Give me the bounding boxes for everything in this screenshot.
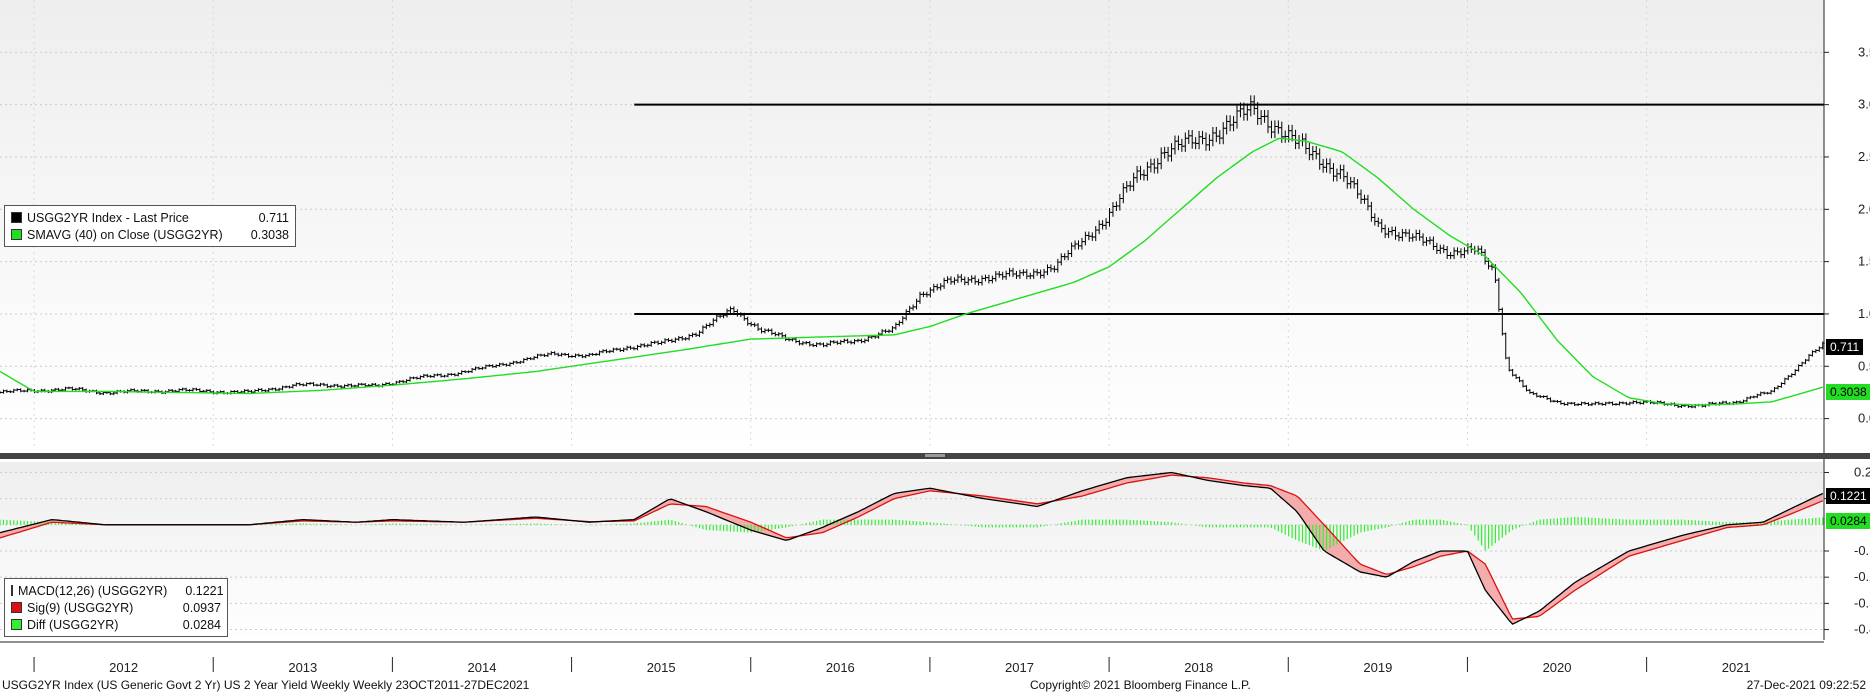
x-tick-label: 2021 (1722, 660, 1751, 675)
legend-value: 0.3038 (250, 227, 289, 242)
y-tick-label: 0.50 (1858, 358, 1870, 373)
legend-value: 0.0284 (182, 617, 221, 632)
y-tick-label: 2.00 (1858, 201, 1870, 216)
y-tick-label: 1.00 (1858, 306, 1870, 321)
upper-legend: USGG2YR Index - Last Price 0.711 SMAVG (… (4, 205, 296, 247)
sma-line (0, 137, 1823, 406)
panel-divider-handle[interactable] (925, 454, 945, 457)
macd-lines-group (0, 471, 1824, 625)
y-tick-label: 3.50 (1858, 44, 1870, 59)
upper-panel-bg (0, 0, 1824, 450)
y-tick-label: 3.00 (1858, 97, 1870, 112)
x-tick-label: 2013 (288, 660, 317, 675)
macd-line (0, 471, 1824, 625)
legend-label: USGG2YR Index - Last Price (27, 210, 189, 225)
legend-row-diff: Diff (USGG2YR) 0.0284 (11, 616, 221, 633)
x-tick-label: 2015 (647, 660, 676, 675)
legend-label: MACD(12,26) (USGG2YR) (18, 583, 168, 598)
footer-description: USGG2YR Index (US Generic Govt 2 Yr) US … (2, 678, 530, 692)
upper-y-axis: 0.00 0.50 1.00 1.50 2.00 2.50 3.00 3.50 (1824, 44, 1870, 426)
x-tick-label: 2016 (826, 660, 855, 675)
footer-copyright: Copyright© 2021 Bloomberg Finance L.P. (1030, 678, 1251, 692)
legend-label: SMAVG (40) on Close (USGG2YR) (27, 227, 223, 242)
x-tick-label: 2014 (468, 660, 497, 675)
signal-line (0, 474, 1824, 620)
y-tick-label: 2.50 (1858, 149, 1870, 164)
sma-series-group (0, 137, 1823, 406)
horizontal-levels (634, 103, 1824, 315)
y-tick-label: 0.20 (1854, 464, 1870, 479)
x-tick-label: 2012 (109, 660, 138, 675)
legend-value: 0.711 (258, 210, 289, 225)
price-swatch (11, 212, 22, 223)
macd-swatch (11, 585, 13, 596)
y-tick-label: -0.30 (1854, 595, 1870, 610)
y-tick-label: -0.10 (1854, 543, 1870, 558)
sma-swatch (11, 229, 22, 240)
x-tick-label: 2017 (1005, 660, 1034, 675)
legend-row-sma: SMAVG (40) on Close (USGG2YR) 0.3038 (11, 226, 289, 243)
legend-row-signal: Sig(9) (USGG2YR) 0.0937 (11, 599, 221, 616)
y-tick-label: 0.00 (1858, 411, 1870, 426)
legend-label: Sig(9) (USGG2YR) (27, 600, 134, 615)
signal-swatch (11, 602, 22, 613)
footer-timestamp: 27-Dec-2021 09:22:52 (1746, 678, 1866, 692)
lower-legend: MACD(12,26) (USGG2YR) 0.1221 Sig(9) (USG… (4, 578, 228, 637)
x-tick-label: 2020 (1543, 660, 1572, 675)
price-value-tag: 0.711 (1826, 339, 1864, 355)
y-tick-label: -0.40 (1854, 622, 1870, 637)
lower-gridlines (0, 471, 1824, 631)
x-tick-label: 2018 (1184, 660, 1213, 675)
price-series-group (0, 95, 1825, 409)
x-tick-label: 2019 (1363, 660, 1392, 675)
legend-value: 0.1221 (185, 583, 224, 598)
x-axis: 2012 2013 2014 2015 2016 2017 2018 2019 2020 2021 (33, 657, 1751, 675)
diff-swatch (11, 619, 22, 630)
legend-row-price: USGG2YR Index - Last Price 0.711 (11, 209, 289, 226)
macd-value-tag: 0.1221 (1826, 488, 1870, 504)
legend-label: Diff (USGG2YR) (27, 617, 119, 632)
y-tick-label: 1.50 (1858, 254, 1870, 269)
y-tick-label: -0.20 (1854, 569, 1870, 584)
sma-value-tag: 0.3038 (1826, 384, 1870, 400)
diff-series-group (0, 516, 1824, 551)
legend-row-macd: MACD(12,26) (USGG2YR) 0.1221 (11, 582, 224, 599)
diff-value-tag: 0.0284 (1826, 513, 1870, 529)
legend-value: 0.0937 (182, 600, 221, 615)
